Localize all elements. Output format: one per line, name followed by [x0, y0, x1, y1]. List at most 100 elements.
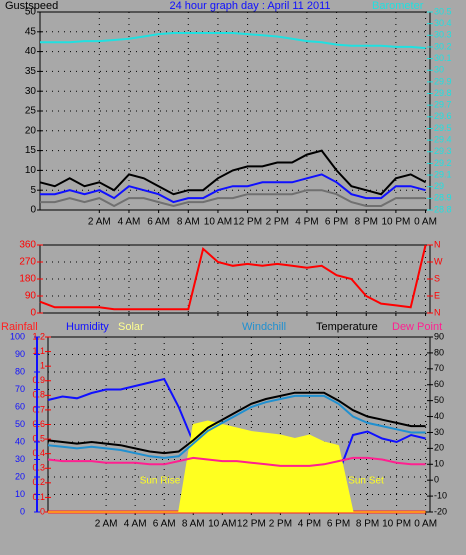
x-tick-label: 2 PM: [266, 217, 289, 228]
y-tick-label: 20: [15, 471, 25, 481]
x-tick-label: 6 PM: [325, 217, 348, 228]
y-tick-label: 28.9: [434, 193, 452, 203]
y-tick-label: 15: [25, 145, 37, 156]
y-tick-label: 0.8: [32, 390, 45, 400]
y-tick-label: 29.6: [434, 111, 452, 121]
y-tick-label: 0: [40, 506, 45, 516]
y-tick-label: 28.8: [434, 204, 452, 214]
series-line: [39, 149, 427, 196]
y-tick-label: 60: [15, 401, 25, 411]
legend-label: Windchill: [242, 321, 286, 333]
x-tick-label: 4 AM: [118, 217, 141, 228]
y-tick-label: E: [434, 290, 440, 300]
y-tick-label: 80: [434, 347, 444, 357]
y-tick-label: 10: [25, 165, 37, 176]
legend-label: Humidity: [66, 321, 109, 333]
y-tick-label: 90: [434, 331, 444, 341]
y-tick-label: 1.2: [32, 331, 45, 341]
series-line: [47, 456, 426, 467]
y-tick-label: 70: [15, 384, 25, 394]
x-tick-label: 10 PM: [382, 519, 411, 530]
y-tick-label: 180: [19, 274, 36, 285]
x-tick-label: 12 PM: [233, 217, 262, 228]
y-tick-label: 30: [434, 65, 444, 75]
y-tick-label: 30.3: [434, 30, 452, 40]
y-tick-label: 30: [15, 454, 25, 464]
y-tick-label: 45: [25, 26, 37, 37]
x-tick-label: 0 AM: [414, 519, 437, 530]
y-tick-label: 100: [10, 331, 25, 341]
y-tick-label: 20: [434, 443, 444, 453]
y-tick-label: 35: [25, 66, 37, 77]
x-tick-label: 10 PM: [381, 217, 410, 228]
x-tick-label: 8 PM: [355, 217, 378, 228]
y-tick-label: 70: [434, 363, 444, 373]
y-tick-label: 50: [434, 395, 444, 405]
y-tick-label: 29: [434, 181, 444, 191]
y-tick-label: 0.1: [32, 492, 45, 502]
y-tick-label: 40: [25, 46, 37, 57]
legend-label: Solar: [118, 321, 144, 333]
y-tick-label: 90: [25, 291, 37, 302]
x-tick-label: 10 AM: [204, 217, 232, 228]
y-tick-label: 30: [434, 427, 444, 437]
y-tick-label: 0: [434, 475, 439, 485]
x-tick-label: 10 AM: [208, 519, 236, 530]
y-tick-label: 1.1: [32, 346, 45, 356]
y-tick-label: N: [434, 307, 441, 317]
y-tick-label: 0.3: [32, 463, 45, 473]
series-line: [47, 391, 426, 455]
x-tick-label: 8 PM: [356, 519, 379, 530]
y-tick-label: 0: [30, 205, 36, 216]
x-tick-label: 6 AM: [147, 217, 170, 228]
legend-label: Barometer: [372, 0, 424, 12]
y-tick-label: S: [434, 273, 440, 283]
y-tick-label: 0.6: [32, 419, 45, 429]
x-tick-label: 4 AM: [124, 519, 147, 530]
y-tick-label: 29.5: [434, 123, 452, 133]
y-tick-label: 0.7: [32, 404, 45, 414]
y-tick-label: 80: [15, 366, 25, 376]
y-tick-label: 90: [15, 349, 25, 359]
y-tick-label: N: [434, 239, 441, 249]
y-tick-label: 10: [15, 489, 25, 499]
x-tick-label: 6 AM: [153, 519, 176, 530]
y-tick-label: 29.9: [434, 76, 452, 86]
y-tick-label: 25: [25, 106, 37, 117]
y-tick-label: 50: [25, 7, 37, 18]
y-tick-label: 40: [15, 436, 25, 446]
y-tick-label: 29.4: [434, 134, 452, 144]
y-tick-label: 30.4: [434, 18, 452, 28]
series-line: [39, 244, 427, 311]
series-line: [40, 189, 426, 208]
y-tick-label: 50: [15, 419, 25, 429]
x-tick-label: 6 PM: [327, 519, 350, 530]
y-tick-label: 29.8: [434, 88, 452, 98]
y-tick-label: 5: [30, 185, 36, 196]
y-tick-label: 0.4: [32, 448, 45, 458]
y-tick-label: 30.1: [434, 53, 452, 63]
x-tick-label: 2 PM: [269, 519, 292, 530]
y-tick-label: 0: [20, 506, 25, 516]
annotation: Sun Rise: [140, 476, 181, 487]
x-tick-label: 8 AM: [182, 519, 205, 530]
y-tick-label: -20: [434, 506, 447, 516]
series-line: [40, 32, 426, 50]
legend-label: Gustspeed: [5, 0, 58, 12]
annotation: Sun Set: [348, 476, 384, 487]
y-tick-label: 30.5: [434, 6, 452, 16]
x-tick-label: 0 AM: [414, 217, 437, 228]
y-tick-label: 29.2: [434, 158, 452, 168]
y-tick-label: 60: [434, 379, 444, 389]
y-tick-label: 20: [25, 125, 37, 136]
y-tick-label: 29.7: [434, 100, 452, 110]
y-tick-label: 1: [40, 361, 45, 371]
legend-label: Rainfall: [1, 321, 38, 333]
y-tick-label: 360: [19, 240, 36, 251]
x-tick-label: 8 AM: [177, 217, 200, 228]
y-tick-label: 0.5: [32, 433, 45, 443]
legend-label: Temperature: [316, 321, 378, 333]
y-tick-label: 10: [434, 459, 444, 469]
x-tick-label: 4 PM: [298, 519, 321, 530]
